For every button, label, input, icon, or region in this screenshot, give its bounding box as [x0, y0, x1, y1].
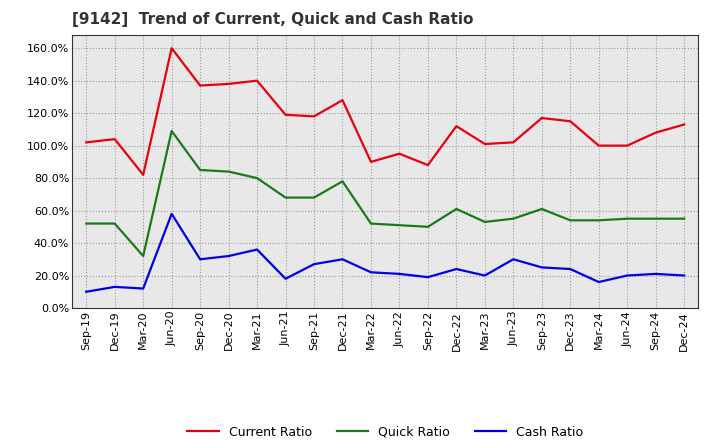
Cash Ratio: [338, 257, 347, 262]
Quick Ratio: [566, 218, 575, 223]
Current Ratio: [566, 119, 575, 124]
Current Ratio: [196, 83, 204, 88]
Current Ratio: [167, 46, 176, 51]
Current Ratio: [366, 159, 375, 165]
Line: Quick Ratio: Quick Ratio: [86, 131, 684, 256]
Quick Ratio: [366, 221, 375, 226]
Quick Ratio: [509, 216, 518, 221]
Cash Ratio: [566, 266, 575, 271]
Quick Ratio: [282, 195, 290, 200]
Quick Ratio: [167, 128, 176, 134]
Quick Ratio: [595, 218, 603, 223]
Cash Ratio: [253, 247, 261, 252]
Cash Ratio: [652, 271, 660, 277]
Quick Ratio: [480, 219, 489, 224]
Cash Ratio: [282, 276, 290, 282]
Quick Ratio: [395, 223, 404, 228]
Current Ratio: [310, 114, 318, 119]
Cash Ratio: [623, 273, 631, 278]
Cash Ratio: [366, 270, 375, 275]
Cash Ratio: [423, 275, 432, 280]
Quick Ratio: [110, 221, 119, 226]
Current Ratio: [110, 136, 119, 142]
Quick Ratio: [652, 216, 660, 221]
Current Ratio: [282, 112, 290, 117]
Current Ratio: [423, 162, 432, 168]
Quick Ratio: [225, 169, 233, 174]
Current Ratio: [395, 151, 404, 156]
Legend: Current Ratio, Quick Ratio, Cash Ratio: Current Ratio, Quick Ratio, Cash Ratio: [182, 421, 588, 440]
Cash Ratio: [537, 265, 546, 270]
Cash Ratio: [110, 284, 119, 290]
Quick Ratio: [423, 224, 432, 229]
Line: Current Ratio: Current Ratio: [86, 48, 684, 175]
Cash Ratio: [167, 211, 176, 216]
Current Ratio: [338, 98, 347, 103]
Current Ratio: [480, 141, 489, 147]
Cash Ratio: [452, 266, 461, 271]
Quick Ratio: [338, 179, 347, 184]
Current Ratio: [452, 124, 461, 129]
Current Ratio: [595, 143, 603, 148]
Line: Cash Ratio: Cash Ratio: [86, 214, 684, 292]
Quick Ratio: [196, 167, 204, 172]
Quick Ratio: [82, 221, 91, 226]
Quick Ratio: [452, 206, 461, 212]
Current Ratio: [623, 143, 631, 148]
Quick Ratio: [623, 216, 631, 221]
Cash Ratio: [225, 253, 233, 259]
Current Ratio: [82, 140, 91, 145]
Quick Ratio: [310, 195, 318, 200]
Cash Ratio: [480, 273, 489, 278]
Cash Ratio: [139, 286, 148, 291]
Current Ratio: [253, 78, 261, 83]
Quick Ratio: [537, 206, 546, 212]
Cash Ratio: [680, 273, 688, 278]
Quick Ratio: [253, 176, 261, 181]
Cash Ratio: [395, 271, 404, 277]
Current Ratio: [680, 122, 688, 127]
Cash Ratio: [196, 257, 204, 262]
Cash Ratio: [310, 261, 318, 267]
Cash Ratio: [82, 289, 91, 294]
Current Ratio: [652, 130, 660, 135]
Quick Ratio: [680, 216, 688, 221]
Current Ratio: [537, 115, 546, 121]
Quick Ratio: [139, 253, 148, 259]
Cash Ratio: [509, 257, 518, 262]
Current Ratio: [139, 172, 148, 177]
Cash Ratio: [595, 279, 603, 285]
Current Ratio: [509, 140, 518, 145]
Current Ratio: [225, 81, 233, 87]
Text: [9142]  Trend of Current, Quick and Cash Ratio: [9142] Trend of Current, Quick and Cash …: [72, 12, 473, 27]
